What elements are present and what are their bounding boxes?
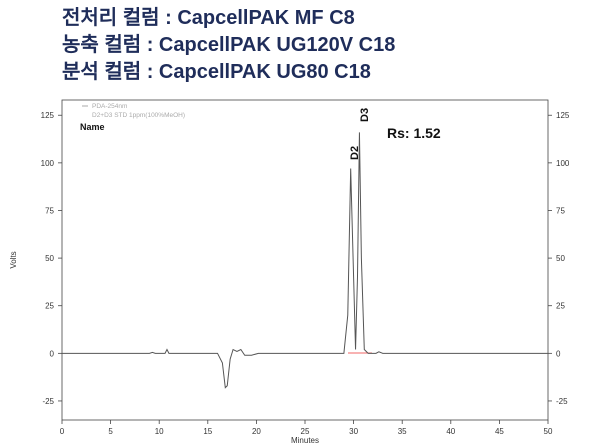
x-tick-label: 45 — [495, 427, 504, 436]
y-tick-label: 0 — [50, 349, 55, 358]
x-tick-label: 5 — [108, 427, 113, 436]
header-line: 전처리 컬럼 : CapcellPAK MF C8 — [62, 6, 355, 29]
y-tick-label: 125 — [41, 111, 55, 120]
x-tick-label: 25 — [301, 427, 310, 436]
x-tick-label: 0 — [60, 427, 65, 436]
peak-label: D3 — [359, 108, 371, 122]
y-tick-label: 50 — [45, 254, 54, 263]
x-tick-label: 40 — [446, 427, 455, 436]
peak-label: D2 — [349, 146, 361, 160]
y-axis-label: Volts — [9, 251, 18, 268]
y-tick-label: 25 — [45, 302, 54, 311]
x-axis-label: Minutes — [291, 436, 319, 445]
y-tick-label-right: 50 — [556, 254, 565, 263]
y-tick-label-right: -25 — [556, 397, 568, 406]
trace — [62, 132, 548, 389]
x-tick-label: 30 — [349, 427, 358, 436]
y-tick-label-right: 125 — [556, 111, 570, 120]
x-tick-label: 20 — [252, 427, 261, 436]
plot-frame — [61, 99, 549, 421]
x-tick-label: 15 — [203, 427, 212, 436]
y-tick-label: 75 — [45, 206, 54, 215]
y-tick-label-right: 75 — [556, 206, 565, 215]
y-tick-label: -25 — [42, 397, 54, 406]
x-tick-label: 10 — [155, 427, 164, 436]
x-tick-label: 50 — [544, 427, 553, 436]
legend-title: Name — [80, 122, 105, 132]
legend-note: D2+D3 STD 1ppm(100%MeOH) — [92, 112, 185, 119]
y-tick-label-right: 100 — [556, 159, 570, 168]
y-tick-label-right: 0 — [556, 349, 561, 358]
header-line: 농축 컬럼 : CapcellPAK UG120V C18 — [62, 33, 395, 56]
x-tick-label: 35 — [398, 427, 407, 436]
y-tick-label-right: 25 — [556, 302, 565, 311]
y-tick-label: 100 — [41, 159, 55, 168]
legend-label: PDA-254nm — [92, 103, 127, 110]
annotation: Rs: 1.52 — [387, 125, 441, 141]
header-line: 분석 컬럼 : CapcellPAK UG80 C18 — [62, 60, 371, 83]
